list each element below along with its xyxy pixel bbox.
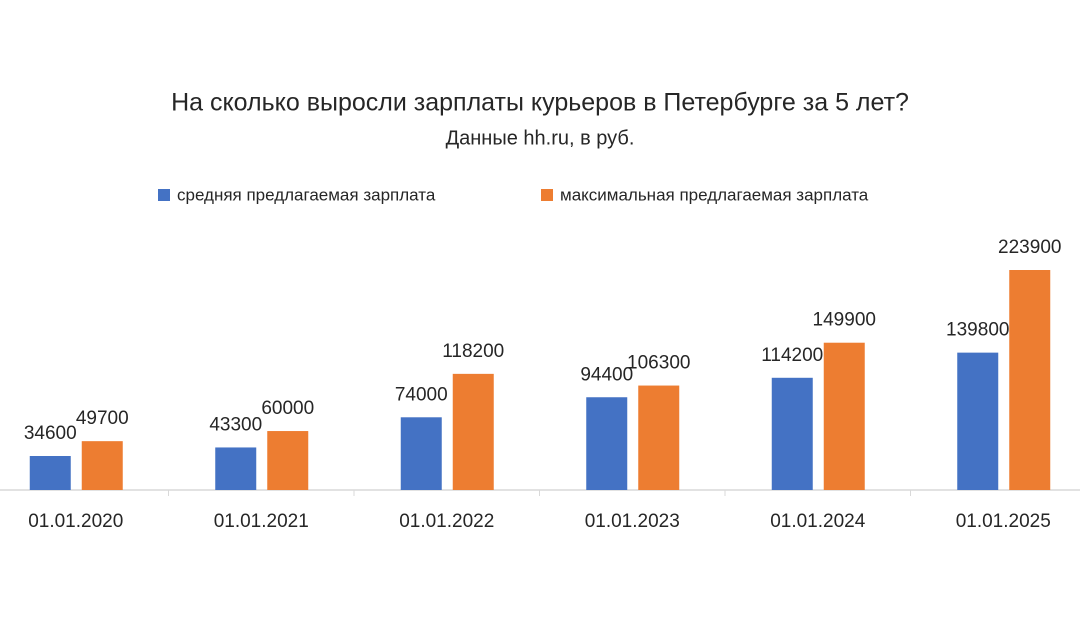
x-tick-label: 01.01.2024 [770,511,866,532]
value-label: 106300 [627,353,690,374]
value-label: 60000 [261,398,314,419]
bar [823,342,865,490]
bar [638,385,680,490]
chart-subtitle: Данные hh.ru, в руб. [446,127,635,149]
legend-label: максимальная предлагаемая зарплата [560,185,869,204]
legend-label: средняя предлагаемая зарплата [177,185,436,204]
x-tick-label: 01.01.2023 [585,511,680,532]
value-label: 114200 [761,345,823,366]
value-label: 74000 [395,384,448,405]
bar [957,352,999,490]
bar [1009,270,1051,490]
value-label: 34600 [24,423,77,444]
legend-swatch [158,189,170,201]
bar [215,447,257,490]
value-label: 118200 [442,341,504,362]
bar [452,373,494,490]
x-tick-label: 01.01.2025 [956,511,1051,532]
chart-title: На сколько выросли зарплаты курьеров в П… [171,89,909,117]
legend-swatch [541,189,553,201]
x-tick-label: 01.01.2022 [399,511,494,532]
value-label: 43300 [209,414,262,435]
value-label: 94400 [580,364,633,385]
bar [29,456,71,490]
value-label: 139800 [946,320,1009,341]
bar [267,431,309,490]
bar [771,377,813,490]
bar [81,441,123,490]
value-label: 149900 [813,310,876,331]
bar [586,397,628,490]
bar [400,417,442,490]
x-tick-label: 01.01.2021 [214,511,309,532]
x-tick-label: 01.01.2020 [28,511,123,532]
value-label: 49700 [76,408,129,429]
value-label: 223900 [998,237,1061,258]
